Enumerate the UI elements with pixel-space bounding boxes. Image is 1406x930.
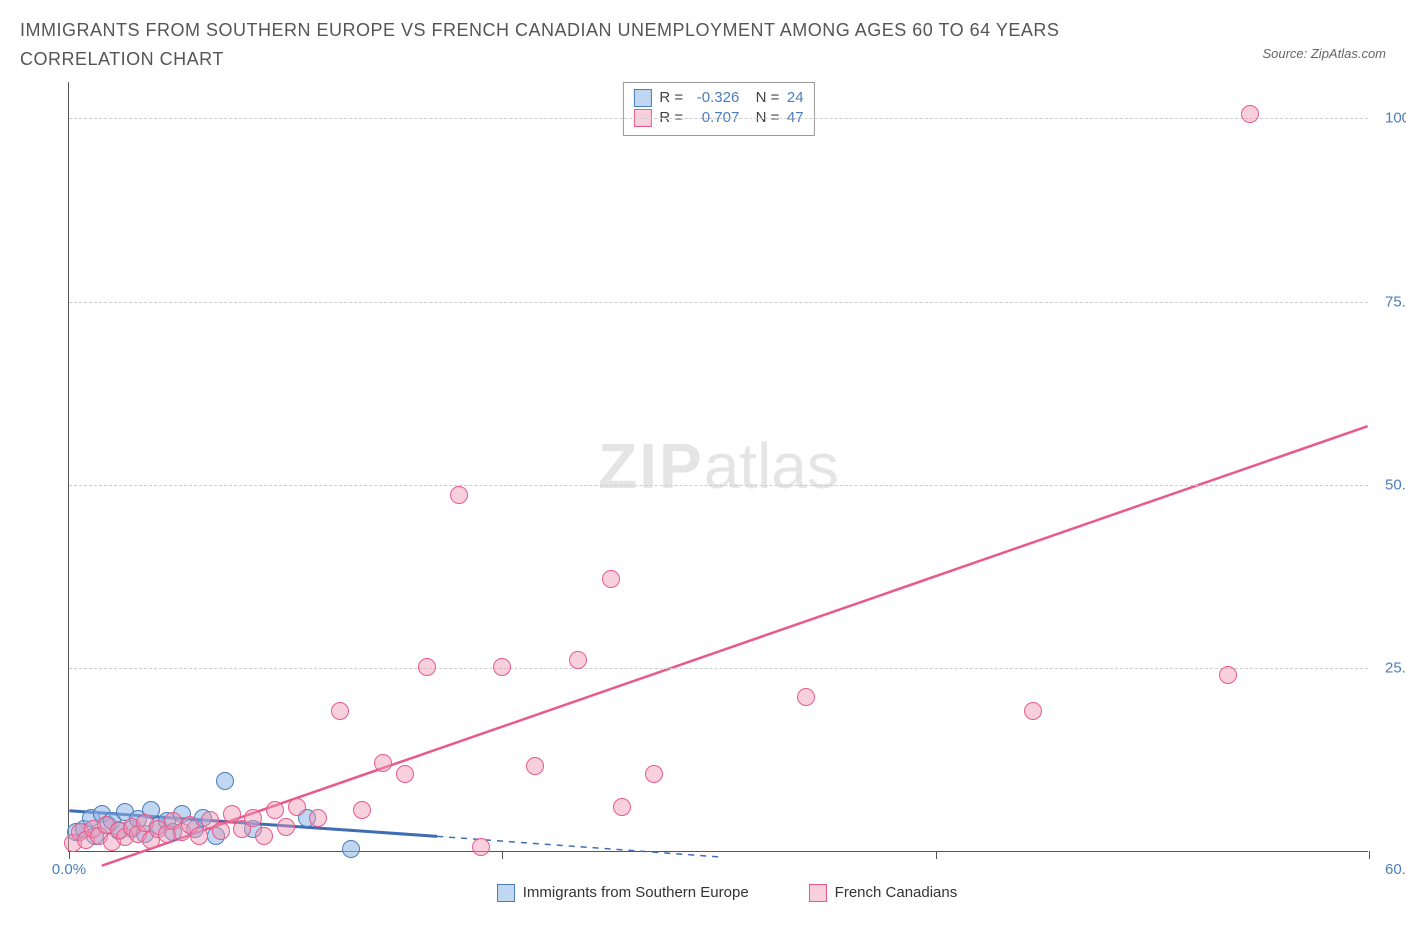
data-point (1219, 666, 1237, 684)
gridline (69, 485, 1368, 486)
swatch-icon (809, 884, 827, 902)
data-point (216, 772, 234, 790)
x-tick (936, 851, 937, 859)
data-point (602, 570, 620, 588)
chart-container: Unemployment Among Ages 60 to 64 years Z… (20, 82, 1386, 902)
watermark: ZIPatlas (598, 429, 839, 503)
data-point (396, 765, 414, 783)
chart-title: IMMIGRANTS FROM SOUTHERN EUROPE VS FRENC… (20, 16, 1120, 74)
y-tick-label: 100.0% (1385, 110, 1406, 127)
source-label: Source: ZipAtlas.com (1262, 46, 1386, 61)
legend-item-blue: Immigrants from Southern Europe (497, 884, 749, 902)
gridline (69, 668, 1368, 669)
y-tick-label: 50.0% (1385, 476, 1406, 493)
plot-area: ZIPatlas R = -0.326 N = 24 R = 0.707 N =… (68, 82, 1368, 852)
data-point (1241, 105, 1259, 123)
gridline (69, 302, 1368, 303)
data-point (277, 818, 295, 836)
swatch-icon (497, 884, 515, 902)
data-point (244, 809, 262, 827)
x-tick (502, 851, 503, 859)
legend-item-pink: French Canadians (809, 884, 958, 902)
data-point (266, 801, 284, 819)
data-point (374, 754, 392, 772)
bottom-legend: Immigrants from Southern Europe French C… (68, 884, 1386, 902)
legend-label: Immigrants from Southern Europe (523, 884, 749, 901)
data-point (493, 658, 511, 676)
data-point (613, 798, 631, 816)
data-point (1024, 702, 1042, 720)
swatch-blue (633, 89, 651, 107)
data-point (418, 658, 436, 676)
data-point (288, 798, 306, 816)
data-point (255, 827, 273, 845)
data-point (450, 486, 468, 504)
trend-lines (69, 82, 1368, 851)
data-point (569, 651, 587, 669)
data-point (212, 822, 230, 840)
data-point (797, 688, 815, 706)
data-point (645, 765, 663, 783)
y-tick-label: 25.0% (1385, 660, 1406, 677)
correlation-legend: R = -0.326 N = 24 R = 0.707 N = 47 (622, 82, 814, 136)
x-tick-label: 0.0% (52, 861, 86, 878)
x-tick (1369, 851, 1370, 859)
data-point (309, 809, 327, 827)
y-tick-label: 75.0% (1385, 293, 1406, 310)
data-point (526, 757, 544, 775)
data-point (331, 702, 349, 720)
data-point (353, 801, 371, 819)
legend-row-blue: R = -0.326 N = 24 (633, 89, 803, 107)
data-point (190, 827, 208, 845)
gridline (69, 118, 1368, 119)
data-point (342, 840, 360, 858)
legend-label: French Canadians (835, 884, 958, 901)
x-tick-label: 60.0% (1385, 861, 1406, 878)
data-point (472, 838, 490, 856)
